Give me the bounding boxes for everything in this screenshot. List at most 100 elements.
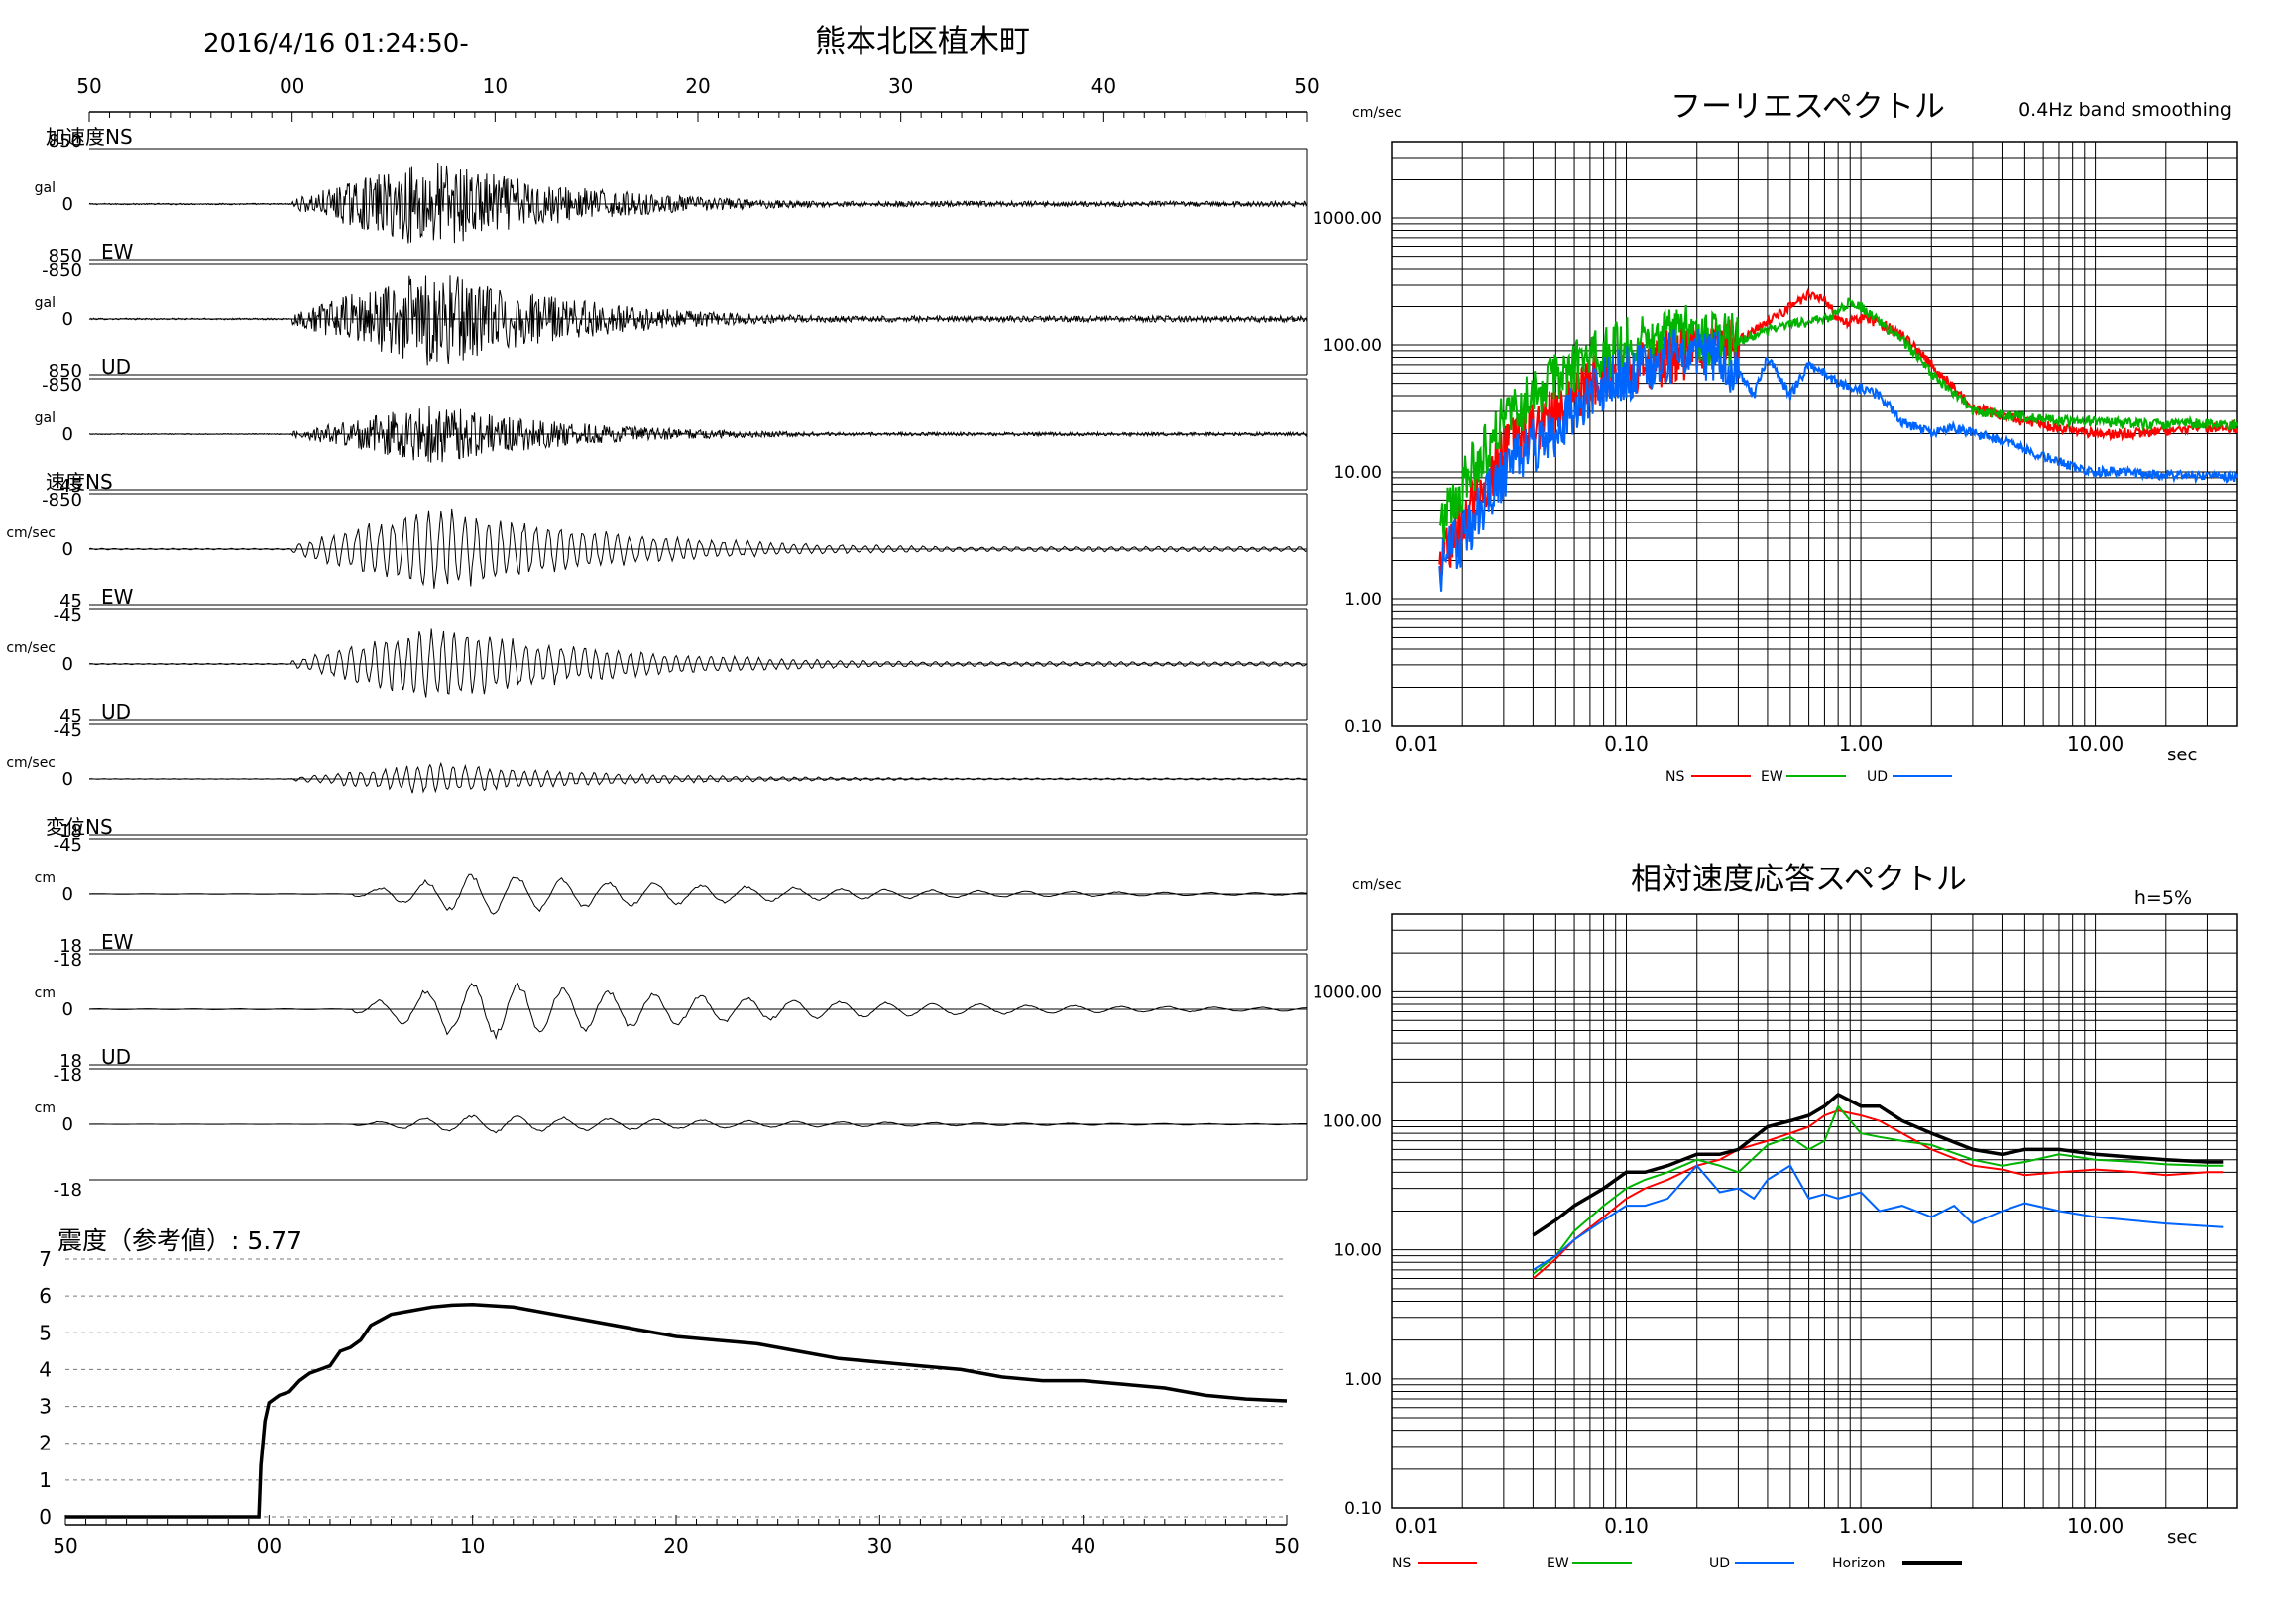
intensity-tick-label: 2 <box>39 1432 52 1455</box>
fourier-spectrum-chart: 0.10 1.00 10.00 100.00 1000.00 0.01 0.10 1.00 10… <box>1313 89 2238 785</box>
trace-zero-label: 0 <box>62 999 73 1020</box>
spectrum-series-ew <box>1438 297 2238 543</box>
spectrum-title: フーリエスペクトル <box>1670 89 1945 125</box>
trace-component-label: 速度NS <box>46 470 113 494</box>
intensity-series-line <box>65 1302 1288 1519</box>
spectrum-y-tick-label: 0.10 <box>1344 1499 1382 1519</box>
spectrum-title: 相対速度応答スペクトル <box>1631 862 1967 897</box>
trace-min-label: -18 <box>54 1065 82 1086</box>
spectrum-x-tick-label: 0.10 <box>1604 1514 1649 1538</box>
trace-zero-label: 0 <box>62 884 73 905</box>
trace-waveform <box>88 982 1308 1041</box>
spectrum-y-tick-label: 10.00 <box>1333 1241 1382 1261</box>
trace-unit-label: cm/sec <box>6 755 56 771</box>
spectrum-series-ew <box>1532 1103 2224 1275</box>
spectrum-subtitle: 0.4Hz band smoothing <box>2018 99 2232 121</box>
spectrum-y-tick-label: 1.00 <box>1344 1370 1382 1390</box>
intensity-tick-label: 3 <box>39 1395 52 1419</box>
trace-component-label: 加速度NS <box>46 125 133 149</box>
trace-max-label: 45 <box>59 706 82 727</box>
legend-label: UD <box>1709 1556 1730 1571</box>
spectrum-x-tick-label: 10.00 <box>2067 732 2124 755</box>
intensity-x-tick-label: 20 <box>663 1534 688 1558</box>
legend-label: NS <box>1392 1556 1411 1571</box>
spectrum-series-horizon <box>1532 1092 2224 1237</box>
trace-max-label: 18 <box>59 936 82 957</box>
trace-component-label: EW <box>101 585 134 609</box>
spectrum-series-ns <box>1532 1109 2224 1280</box>
trace-min-label: -45 <box>54 720 82 741</box>
trace-min-label: -850 <box>42 375 82 396</box>
trace-waveform <box>88 873 1308 915</box>
legend-label: Horizon <box>1832 1556 1886 1571</box>
trace-max-label: 850 <box>49 131 82 152</box>
spectrum-y-unit: cm/sec <box>1352 877 1402 893</box>
trace-component-label: UD <box>101 1045 131 1069</box>
intensity-x-tick-label: 30 <box>867 1534 892 1558</box>
legend-label: NS <box>1665 769 1684 785</box>
intensity-tick-label: 6 <box>39 1284 52 1308</box>
trace-waveform <box>88 1114 1307 1134</box>
trace-component-label: UD <box>101 700 131 724</box>
spectrum-x-tick-label: 0.01 <box>1395 732 1439 755</box>
time-tick-label: 20 <box>685 74 710 98</box>
trace-unit-label: cm <box>35 870 56 886</box>
trace-max-label: 18 <box>59 821 82 842</box>
intensity-tick-label: 1 <box>39 1468 52 1492</box>
trace-waveform <box>88 628 1308 698</box>
intensity-x-tick-label: 10 <box>460 1534 485 1558</box>
legend-label: EW <box>1761 769 1783 785</box>
trace-component-label: 変位NS <box>46 815 113 839</box>
time-tick-label: 50 <box>1294 74 1319 98</box>
trace-waveform <box>88 406 1308 463</box>
trace-min-label: -850 <box>42 490 82 511</box>
response-spectrum-chart: 0.10 1.00 10.00 100.00 1000.00 0.01 0.10 1.00 10… <box>1313 862 2238 1571</box>
trace-component-label: EW <box>101 930 134 954</box>
spectrum-y-unit: cm/sec <box>1352 105 1402 121</box>
spectrum-x-tick-label: 0.10 <box>1604 732 1649 755</box>
trace-max-label: 850 <box>49 361 82 382</box>
trace-unit-label: cm <box>35 1101 56 1116</box>
intensity-x-tick-label: 50 <box>1274 1534 1299 1558</box>
intensity-chart: 震度（参考値）: 5.77 0 1 2 3 4 5 6 7 50 00 10 20 30 40 50 <box>39 1226 1299 1558</box>
time-tick-label: 50 <box>76 74 101 98</box>
spectrum-x-axis-label: sec <box>2167 1527 2197 1548</box>
trace-waveform <box>89 761 1308 794</box>
intensity-tick-label: 4 <box>39 1357 52 1381</box>
trace-unit-label: gal <box>35 410 56 426</box>
intensity-x-tick-label: 00 <box>257 1534 282 1558</box>
trace-max-label: 850 <box>49 246 82 267</box>
time-tick-label: 00 <box>280 74 304 98</box>
trace-waveform <box>88 162 1308 244</box>
trace-max-label: 45 <box>59 591 82 612</box>
waveform-panel: 50 00 10 20 30 40 50850-8500gal加速度NS850-8500ga… <box>6 74 1319 1201</box>
trace-component-label: EW <box>101 240 134 264</box>
intensity-tick-label: 5 <box>39 1321 52 1344</box>
station-name: 熊本北区植木町 <box>815 24 1030 59</box>
time-tick-label: 10 <box>483 74 508 98</box>
spectrum-y-tick-label: 1000.00 <box>1313 209 1382 229</box>
trace-min-label: -45 <box>54 605 82 626</box>
intensity-label: 震度（参考値）: 5.77 <box>57 1226 302 1255</box>
record-datetime: 2016/4/16 01:24:50- <box>203 29 469 58</box>
trace-zero-label: 0 <box>62 654 73 675</box>
legend-label: UD <box>1867 769 1888 785</box>
trace-zero-label: 0 <box>62 194 73 215</box>
spectrum-x-tick-label: 0.01 <box>1395 1514 1439 1538</box>
spectrum-x-tick-label: 1.00 <box>1839 1514 1884 1538</box>
time-tick-label: 40 <box>1091 74 1116 98</box>
trace-zero-label: 0 <box>62 309 73 330</box>
spectrum-y-tick-label: 0.10 <box>1344 717 1382 737</box>
trace-waveform <box>88 275 1308 366</box>
intensity-tick-label: 7 <box>39 1247 52 1271</box>
trace-unit-label: cm/sec <box>6 525 56 541</box>
trace-unit-label: gal <box>35 180 56 196</box>
trace-max-label: 18 <box>59 1051 82 1072</box>
spectrum-series-ud <box>1532 1164 2224 1271</box>
trace-unit-label: gal <box>35 295 56 311</box>
intensity-x-tick-label: 40 <box>1071 1534 1095 1558</box>
intensity-tick-label: 0 <box>39 1505 52 1529</box>
spectrum-y-tick-label: 100.00 <box>1323 1112 1382 1132</box>
spectrum-y-tick-label: 1.00 <box>1344 590 1382 610</box>
